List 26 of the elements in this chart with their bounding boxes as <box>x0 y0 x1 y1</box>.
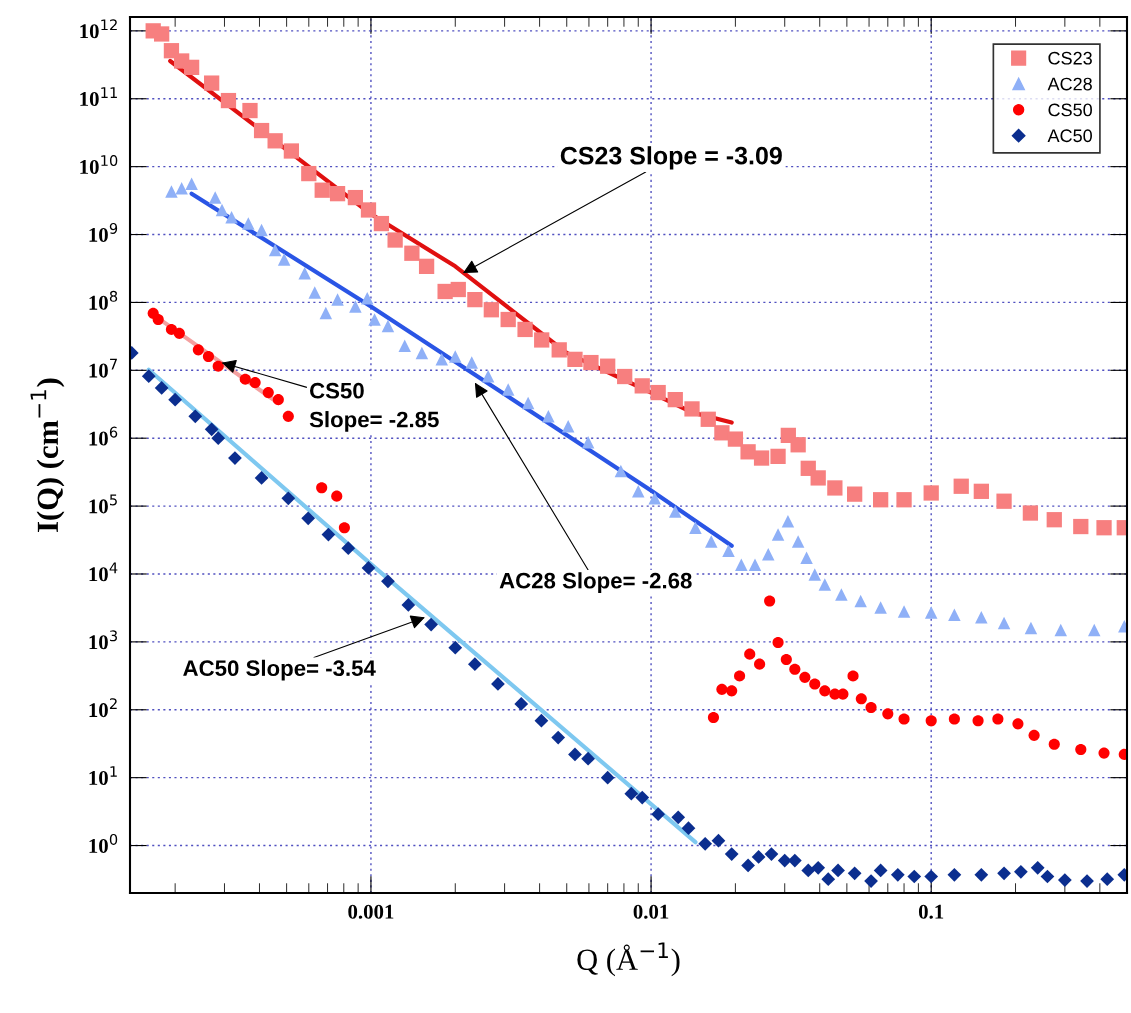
y-tick-label: 10$^{10}$ <box>80 155 118 175</box>
y-tick-label: 10$^{7}$ <box>89 358 117 378</box>
annotation: CS50 Slope= -2.85 <box>309 382 439 432</box>
x-tick-label: 0.001 <box>348 904 394 919</box>
y-tick-label: 10$^{6}$ <box>89 426 118 446</box>
x-tick-label: 0.1 <box>918 904 944 919</box>
y-tick-label: 10$^{8}$ <box>89 290 118 310</box>
y-tick-label: 10$^{2}$ <box>89 698 117 718</box>
x-axis-title: Q (Å$^{−1}$) <box>577 942 680 977</box>
y-tick-label: 10$^{3}$ <box>89 630 117 650</box>
annotation: AC28 Slope= -2.68 <box>499 572 692 593</box>
legend-label: AC28 <box>1047 77 1092 91</box>
y-tick-label: 10$^{4}$ <box>89 562 118 582</box>
annotation: CS23 Slope = -3.09 <box>560 146 782 170</box>
annotation: AC50 Slope= -3.54 <box>183 659 376 681</box>
legend-label: CS23 <box>1048 51 1092 65</box>
x-tick-label: 0.01 <box>633 904 669 919</box>
y-tick-label: 10$^{11}$ <box>80 87 117 107</box>
legend-label: CS50 <box>1048 103 1092 117</box>
y-tick-label: 10$^{0}$ <box>89 833 118 853</box>
legend-label: AC50 <box>1047 129 1092 143</box>
y-tick-label: 10$^{1}$ <box>89 766 117 785</box>
y-tick-label: 10$^{9}$ <box>89 222 118 242</box>
y-tick-label: 10$^{12}$ <box>80 19 117 39</box>
y-tick-label: 10$^{5}$ <box>89 494 117 514</box>
y-axis-title: I(Q) (cm$^{−1}$) <box>30 378 65 532</box>
